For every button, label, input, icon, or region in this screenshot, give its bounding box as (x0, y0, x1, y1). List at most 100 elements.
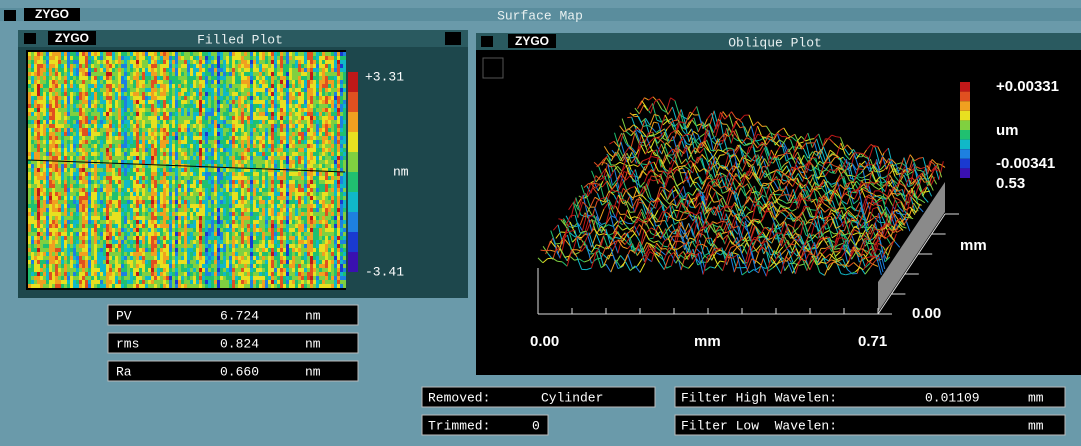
texture-cell (148, 104, 151, 108)
texture-cell (160, 136, 163, 140)
texture-cell (241, 188, 244, 192)
close-button[interactable] (24, 33, 36, 44)
texture-cell (46, 156, 49, 160)
texture-cell (184, 116, 187, 120)
texture-cell (100, 152, 103, 156)
texture-cell (196, 268, 199, 272)
texture-cell (178, 56, 181, 60)
texture-cell (109, 144, 112, 148)
texture-cell (193, 220, 196, 224)
texture-cell (208, 196, 211, 200)
texture-cell (208, 232, 211, 236)
texture-cell (193, 192, 196, 196)
texture-cell (238, 56, 241, 60)
texture-cell (238, 72, 241, 76)
texture-cell (31, 264, 34, 268)
texture-cell (232, 224, 235, 228)
texture-cell (223, 120, 226, 124)
texture-cell (211, 272, 214, 276)
texture-cell (124, 200, 127, 204)
texture-cell (160, 148, 163, 152)
texture-cell (64, 280, 67, 284)
texture-cell (202, 148, 205, 152)
texture-cell (85, 200, 88, 204)
texture-cell (172, 168, 175, 172)
texture-cell (277, 268, 280, 272)
texture-cell (151, 168, 154, 172)
texture-cell (193, 272, 196, 276)
texture-cell (226, 148, 229, 152)
texture-cell (67, 96, 70, 100)
texture-cell (199, 196, 202, 200)
texture-cell (241, 180, 244, 184)
texture-cell (253, 144, 256, 148)
texture-cell (109, 104, 112, 108)
texture-cell (181, 196, 184, 200)
texture-cell (223, 160, 226, 164)
texture-cell (247, 120, 250, 124)
texture-cell (34, 80, 37, 84)
texture-cell (58, 232, 61, 236)
texture-cell (118, 124, 121, 128)
texture-cell (229, 176, 232, 180)
texture-cell (187, 88, 190, 92)
texture-cell (151, 260, 154, 264)
texture-cell (103, 60, 106, 64)
texture-cell (82, 276, 85, 280)
texture-cell (115, 164, 118, 168)
texture-cell (106, 156, 109, 160)
texture-cell (220, 104, 223, 108)
texture-cell (193, 212, 196, 216)
texture-cell (175, 204, 178, 208)
texture-cell (175, 168, 178, 172)
texture-cell (79, 268, 82, 272)
texture-cell (31, 200, 34, 204)
texture-cell (160, 172, 163, 176)
close-button[interactable] (4, 10, 16, 21)
texture-cell (76, 120, 79, 124)
texture-cell (73, 132, 76, 136)
texture-cell (109, 240, 112, 244)
texture-cell (271, 248, 274, 252)
texture-cell (256, 152, 259, 156)
texture-cell (31, 204, 34, 208)
texture-cell (106, 164, 109, 168)
texture-cell (112, 56, 115, 60)
texture-cell (37, 116, 40, 120)
texture-cell (124, 76, 127, 80)
texture-cell (46, 260, 49, 264)
texture-cell (55, 112, 58, 116)
texture-cell (115, 152, 118, 156)
texture-cell (79, 148, 82, 152)
texture-cell (244, 80, 247, 84)
texture-cell (103, 80, 106, 84)
texture-cell (76, 116, 79, 120)
texture-cell (127, 144, 130, 148)
texture-cell (148, 88, 151, 92)
texture-cell (160, 272, 163, 276)
texture-cell (55, 164, 58, 168)
pin-button[interactable] (445, 32, 461, 45)
texture-cell (184, 188, 187, 192)
texture-cell (67, 264, 70, 268)
texture-cell (223, 248, 226, 252)
texture-cell (253, 80, 256, 84)
texture-cell (199, 276, 202, 280)
texture-cell (259, 100, 262, 104)
texture-cell (208, 208, 211, 212)
texture-cell (214, 172, 217, 176)
texture-cell (211, 196, 214, 200)
texture-cell (133, 208, 136, 212)
texture-cell (217, 144, 220, 148)
texture-cell (265, 140, 268, 144)
texture-cell (145, 216, 148, 220)
texture-cell (85, 232, 88, 236)
texture-cell (127, 164, 130, 168)
texture-cell (142, 160, 145, 164)
texture-cell (196, 276, 199, 280)
texture-cell (91, 228, 94, 232)
texture-cell (121, 196, 124, 200)
texture-cell (253, 140, 256, 144)
texture-cell (196, 108, 199, 112)
texture-cell (253, 76, 256, 80)
